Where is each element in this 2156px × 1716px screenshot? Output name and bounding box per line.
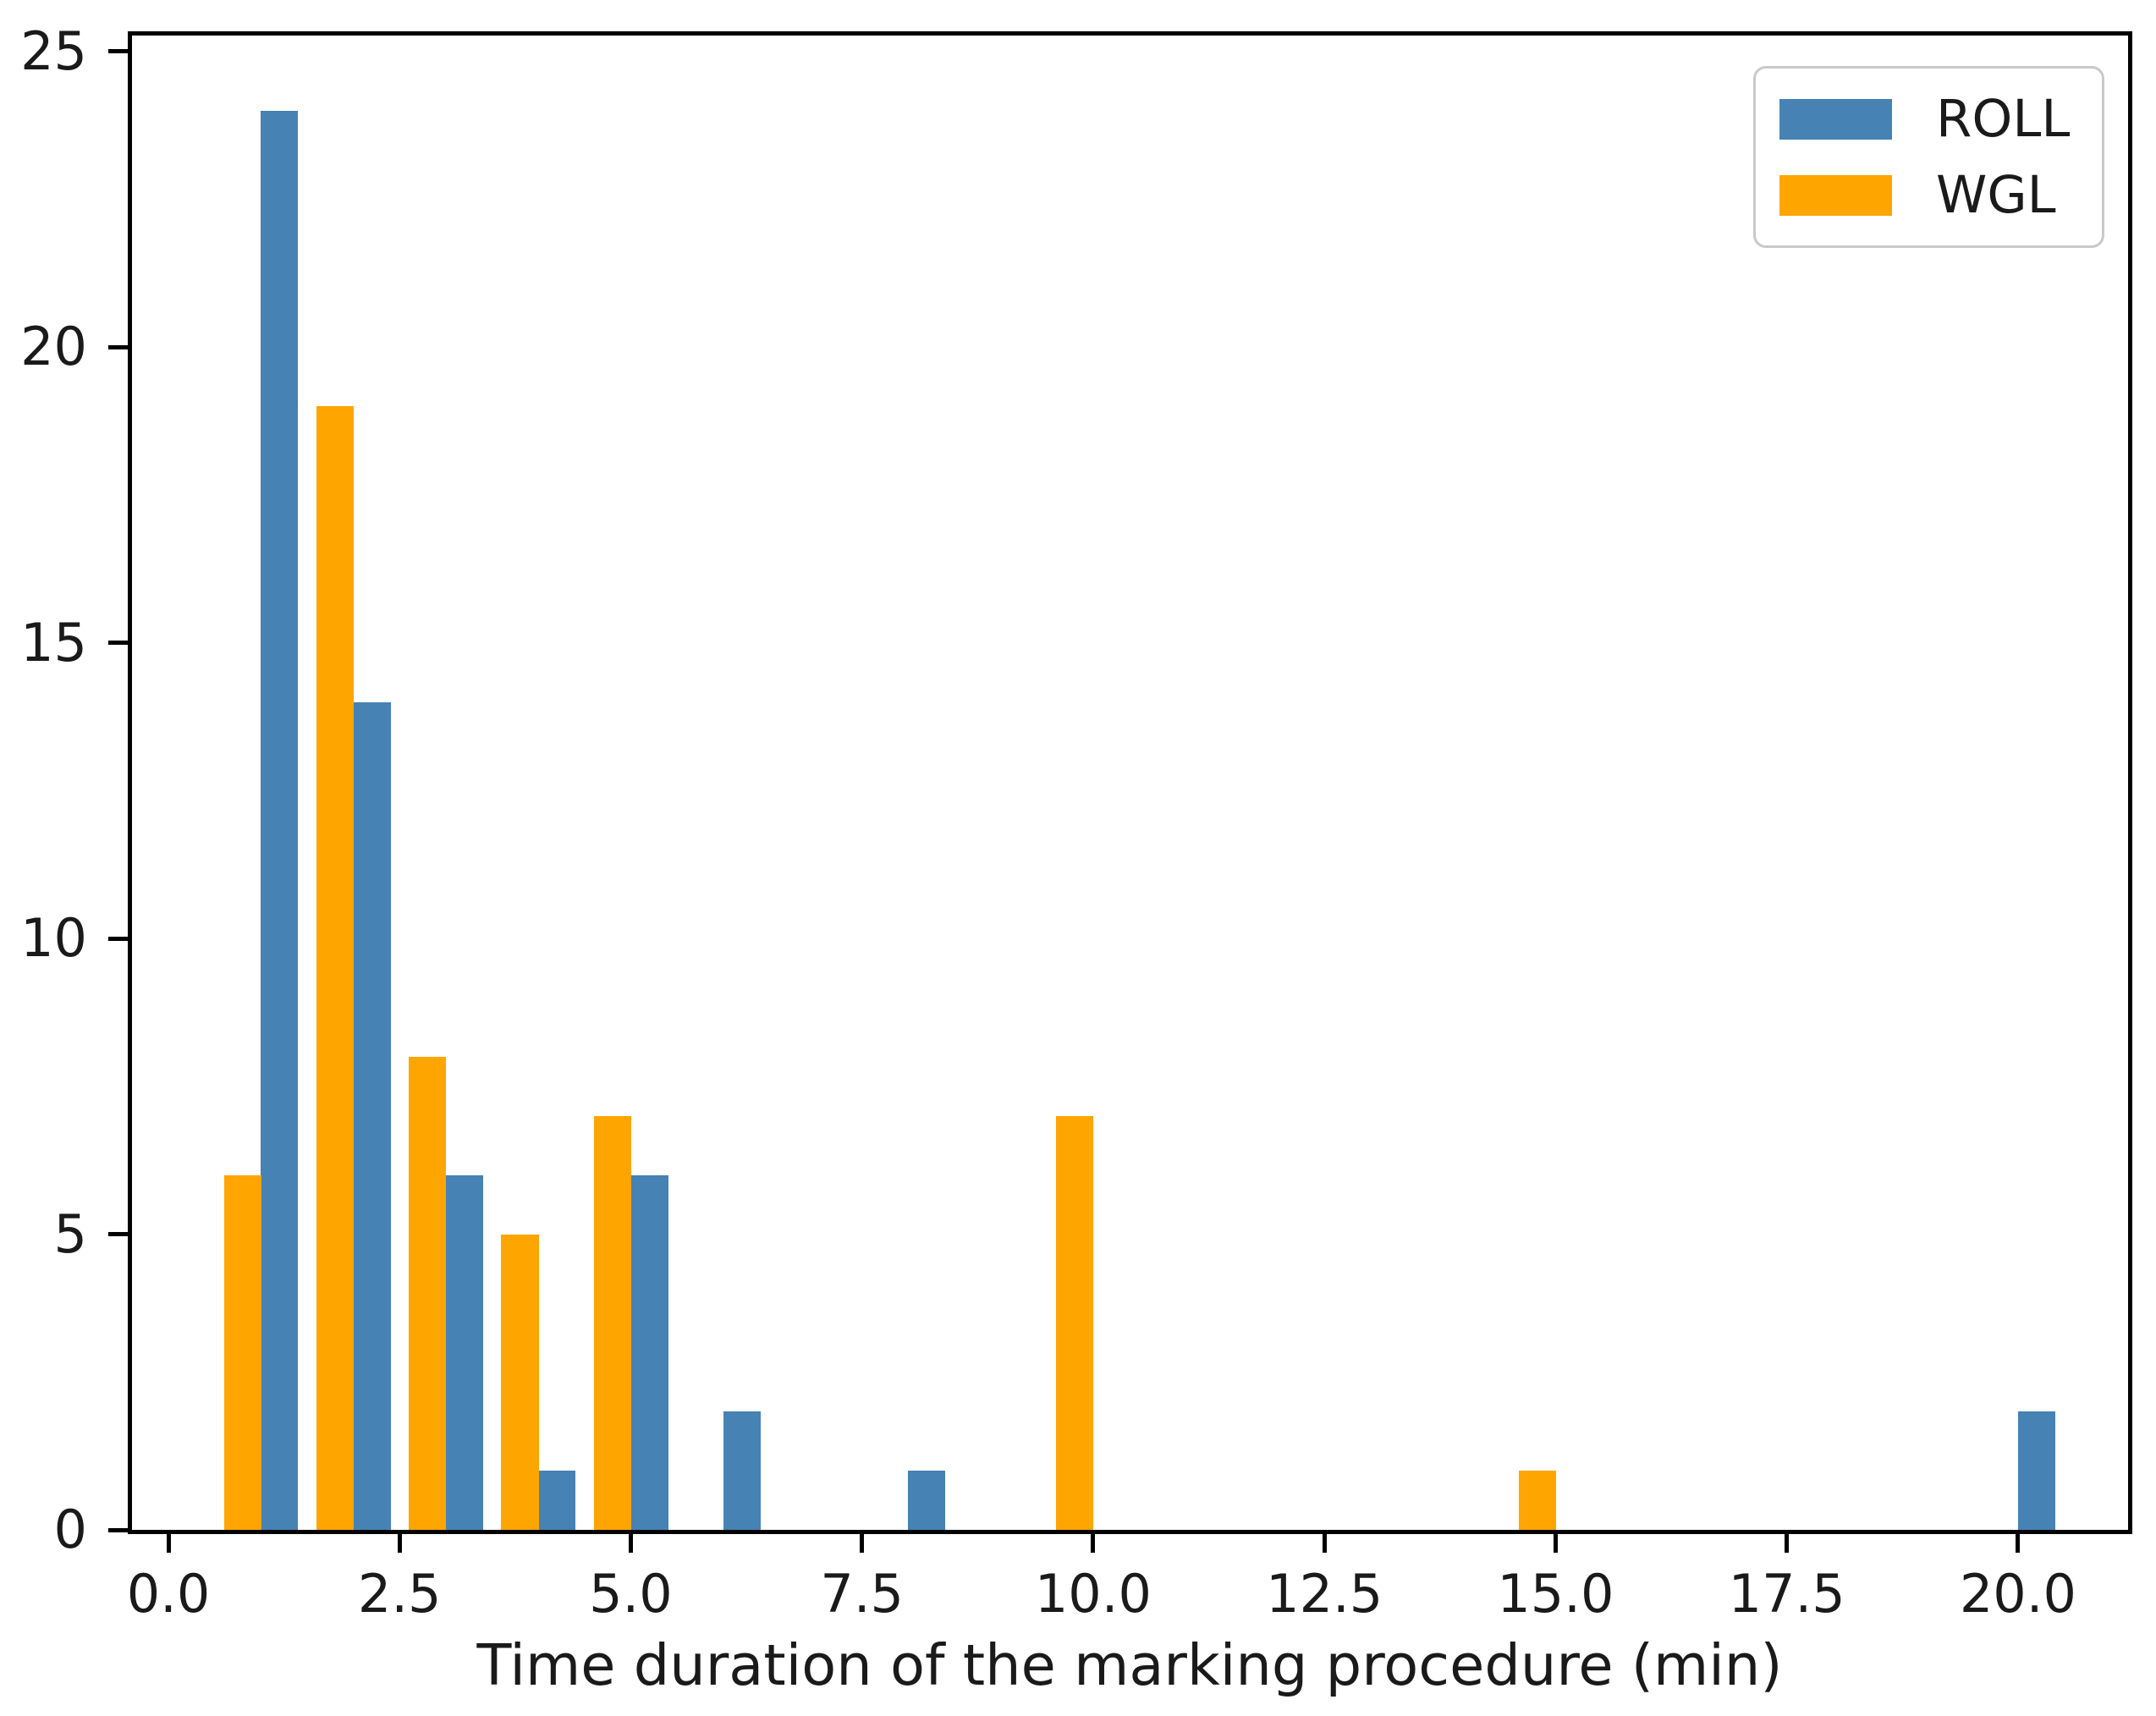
bar-roll-x3 [445, 1174, 484, 1530]
y-tick-label-10: 10 [20, 907, 87, 970]
plot-area [128, 31, 2132, 1534]
y-tick-label-5: 5 [53, 1202, 87, 1265]
y-tick-20 [108, 344, 128, 349]
legend-item-wgl: WGL [1779, 169, 2102, 221]
x-tick-label-10.0: 10.0 [1034, 1563, 1152, 1625]
bar-wgl-x2 [316, 406, 354, 1530]
bar-roll-x2 [353, 701, 391, 1530]
x-tick-label-7.5: 7.5 [820, 1563, 904, 1625]
legend-label-wgl: WGL [1936, 165, 2056, 225]
y-tick-label-0: 0 [53, 1499, 87, 1560]
x-tick-label-20.0: 20.0 [1959, 1563, 2076, 1625]
x-tick-0.0 [166, 1534, 171, 1553]
legend: ROLL WGL [1753, 66, 2104, 248]
y-tick-label-25: 25 [20, 19, 87, 82]
bar-wgl-x15 [1518, 1471, 1556, 1530]
y-tick-25 [108, 49, 128, 54]
legend-swatch-wgl [1779, 174, 1892, 216]
x-tick-label-0.0: 0.0 [126, 1563, 211, 1625]
bar-wgl-x3 [409, 1056, 447, 1530]
bar-roll-x20 [2017, 1411, 2056, 1530]
x-tick-7.5 [860, 1534, 865, 1553]
legend-swatch-roll [1779, 98, 1892, 140]
y-tick-15 [108, 641, 128, 646]
y-tick-label-20: 20 [20, 316, 87, 378]
bar-roll-x1 [261, 110, 299, 1530]
legend-label-roll: ROLL [1936, 89, 2071, 149]
x-tick-17.5 [1785, 1534, 1790, 1553]
legend-item-roll: ROLL [1779, 93, 2102, 145]
x-tick-label-15.0: 15.0 [1497, 1563, 1614, 1625]
bar-roll-x8 [908, 1471, 946, 1530]
bar-roll-x5 [630, 1174, 668, 1530]
y-tick-5 [108, 1232, 128, 1237]
x-tick-12.5 [1322, 1534, 1327, 1553]
x-tick-10.0 [1091, 1534, 1096, 1553]
x-tick-5.0 [628, 1534, 633, 1553]
x-axis-title: Time duration of the marking procedure (… [476, 1632, 1783, 1698]
bar-roll-x6 [723, 1411, 761, 1530]
x-tick-15.0 [1553, 1534, 1558, 1553]
x-tick-label-12.5: 12.5 [1266, 1563, 1383, 1625]
x-tick-2.5 [397, 1534, 402, 1553]
bar-wgl-x5 [593, 1115, 631, 1530]
x-tick-label-5.0: 5.0 [589, 1563, 673, 1625]
x-tick-label-17.5: 17.5 [1728, 1563, 1845, 1625]
x-tick-label-2.5: 2.5 [357, 1563, 442, 1625]
bar-wgl-x10 [1056, 1115, 1094, 1530]
x-tick-20.0 [2016, 1534, 2021, 1553]
y-tick-0 [108, 1527, 128, 1532]
y-tick-10 [108, 936, 128, 941]
bar-wgl-x4 [501, 1234, 539, 1530]
bar-roll-x4 [538, 1471, 576, 1530]
y-tick-label-15: 15 [20, 611, 87, 674]
bar-wgl-x1 [223, 1174, 261, 1530]
